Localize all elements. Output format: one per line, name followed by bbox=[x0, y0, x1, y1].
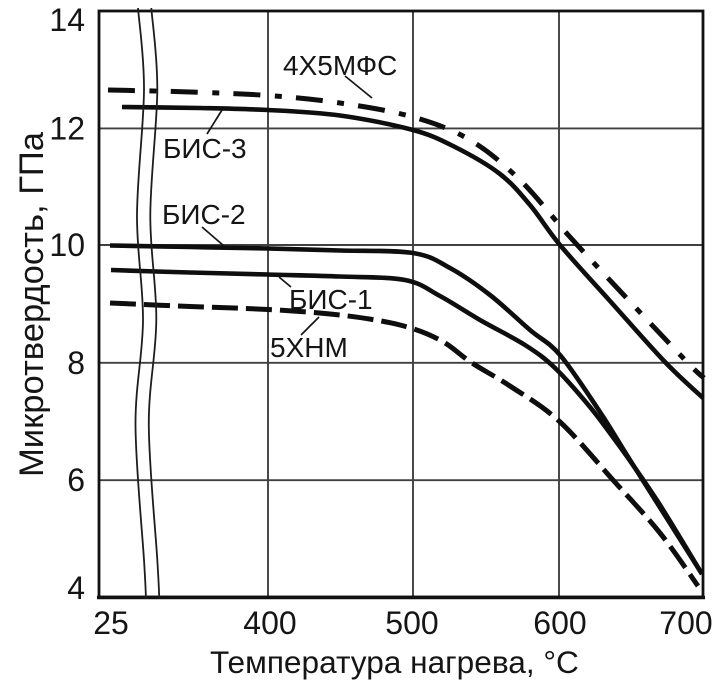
svg-text:Температура нагрева, °C: Температура нагрева, °C bbox=[210, 644, 579, 680]
svg-text:6: 6 bbox=[67, 462, 85, 498]
svg-text:БИС-3: БИС-3 bbox=[163, 133, 247, 164]
svg-text:25: 25 bbox=[93, 605, 129, 641]
svg-text:600: 600 bbox=[533, 605, 586, 641]
svg-text:Микротвердость, ГПа: Микротвердость, ГПа bbox=[13, 131, 51, 477]
svg-text:500: 500 bbox=[385, 605, 438, 641]
svg-text:400: 400 bbox=[243, 605, 296, 641]
svg-text:БИС-2: БИС-2 bbox=[162, 199, 246, 230]
svg-text:4: 4 bbox=[67, 570, 85, 606]
svg-text:14: 14 bbox=[49, 2, 85, 38]
svg-text:4Х5МФС: 4Х5МФС bbox=[283, 50, 397, 81]
svg-text:12: 12 bbox=[49, 110, 85, 146]
svg-text:8: 8 bbox=[67, 345, 85, 381]
svg-text:700: 700 bbox=[659, 605, 712, 641]
svg-text:БИС-1: БИС-1 bbox=[289, 284, 373, 315]
svg-text:10: 10 bbox=[49, 227, 85, 263]
svg-text:5ХНМ: 5ХНМ bbox=[270, 332, 348, 363]
